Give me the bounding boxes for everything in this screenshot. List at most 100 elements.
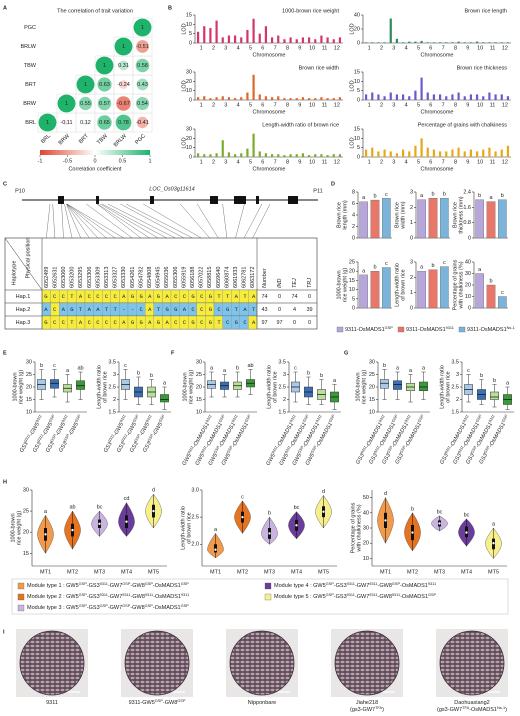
y-axis-label: 1000-brown (182, 372, 188, 401)
count: 74 (261, 294, 267, 300)
x-tick-label: 8 (286, 102, 289, 108)
connector (66, 203, 116, 239)
y-tick-label: 30 (363, 525, 369, 531)
bar (486, 284, 496, 309)
bar (382, 198, 391, 239)
y-axis-label: LOD (181, 137, 187, 148)
position-label: 6053309 (95, 267, 101, 288)
x-tick-label: 2 (380, 45, 383, 51)
category-label-sup: GSP (399, 445, 407, 454)
x-tick-label: 12 (334, 102, 340, 108)
y-axis-label: LOD (181, 80, 187, 91)
significance-letter: c (385, 192, 388, 198)
significance-letter: a (333, 378, 337, 384)
legend-label-part: -GS3 (334, 594, 347, 600)
category-label-part: GS3 (45, 441, 56, 454)
x-tick-label: 4 (237, 102, 240, 108)
x-tick-label: 1 (368, 159, 371, 165)
image-label-sup: GSP (155, 699, 164, 703)
colorbar-tick-label: -0.5 (63, 158, 72, 164)
correlation-circle (116, 96, 131, 111)
y-tick-label: 2 (410, 275, 413, 281)
significance-letter: b (236, 365, 239, 371)
legend-label-part: Module type 2 : GW5 (27, 594, 79, 600)
y-tick-label: 2.4 (463, 189, 471, 195)
image-label-sup: Ns-1 (497, 706, 505, 710)
box (380, 379, 389, 389)
x-tick-label: 11 (490, 45, 496, 51)
x-tick-label: 11 (322, 159, 328, 165)
x-tick-label: 10 (477, 159, 483, 165)
legend-label-sup: 9311 (347, 593, 355, 597)
column-label: TBW (96, 133, 109, 146)
x-tick-label: 7 (442, 45, 445, 51)
value-label: 0.12 (80, 120, 91, 126)
y-tick-label: 5 (357, 145, 360, 151)
category-label-sup: GSP (226, 445, 234, 454)
x-tick-label: MT5 (148, 569, 159, 575)
x-tick-label: 7 (442, 159, 445, 165)
connector (243, 203, 263, 239)
category-label-part: GS3 (440, 452, 451, 465)
gene-name: LOC_Os03g11614 (149, 186, 194, 192)
box (160, 394, 169, 403)
connector (96, 203, 142, 239)
position-label: 6052631 (52, 267, 58, 288)
legend-label-part: -OsMADS1 (400, 594, 428, 600)
legend-swatch (17, 582, 25, 590)
category-label-part: -GW5 (68, 421, 81, 437)
category-label-sup: GSP (328, 414, 336, 423)
y-tick-label: 20 (349, 269, 355, 275)
haplotype-name: Hap.1 (16, 294, 31, 300)
x-tick-label: 1 (368, 102, 371, 108)
significance-letter: a (396, 365, 400, 371)
x-tick-label: 4 (237, 45, 240, 51)
median (44, 533, 47, 536)
category-label-sup: GSP (134, 433, 142, 442)
y-axis-label: 1000-brown (355, 372, 361, 401)
y-axis-label: LOD (349, 80, 355, 91)
correlation-circle (97, 96, 112, 111)
category-label-sup: GSP (48, 414, 56, 423)
count-header: IND (277, 279, 283, 289)
category-label-sup: 9311 (24, 434, 32, 443)
median (411, 531, 414, 534)
image-label: 9311 (46, 700, 58, 706)
plot-title: Brown rice width (299, 65, 339, 71)
legend-label: Module type 1 : GW5GSP-GS39311-GW7GSP-GW… (27, 582, 189, 589)
category-label-sup: 9311 (289, 414, 297, 423)
bar (498, 296, 507, 309)
category-label-sup: 9311 (121, 434, 129, 443)
exon (58, 196, 64, 204)
y-axis-label: of brown rice (400, 269, 406, 301)
x-tick-label: 3 (224, 102, 227, 108)
category-label-sup: 9311 (462, 414, 470, 423)
category-label-sup: 9311 (271, 445, 279, 454)
median (384, 519, 387, 522)
x-tick-label: MT3 (94, 569, 105, 575)
y-axis-label: of brown rice (102, 371, 108, 403)
significance-letter: c (241, 494, 244, 500)
y-axis-label: rice weight (g) (16, 511, 22, 546)
colorbar (40, 150, 150, 155)
bar (359, 201, 368, 239)
y-tick-label: 15 (354, 69, 360, 75)
significance-letter: d (322, 489, 325, 495)
significance-letter: c (53, 363, 56, 369)
legend-label-part: Module type 5 : GW5 (274, 594, 326, 600)
connector (86, 203, 133, 239)
image-label-part: Jiahe218 (356, 700, 378, 706)
category-label-sup: GSP (158, 414, 166, 423)
significance-letter: b (431, 192, 434, 198)
y-axis-label: rice weight (g) (342, 268, 348, 303)
x-tick-label: MT2 (237, 569, 248, 575)
x-tick-label: 1 (200, 159, 203, 165)
value-label: 0.55 (80, 101, 91, 107)
significance-letter: bc (294, 505, 300, 511)
position-label: 6055919 (181, 267, 187, 288)
legend-label-sup: GSP (145, 604, 154, 608)
correlation-circle (57, 94, 76, 113)
legend-label-sup: 9311 (446, 326, 454, 330)
connector (235, 203, 245, 239)
category-label-part: GW5 (221, 452, 233, 467)
